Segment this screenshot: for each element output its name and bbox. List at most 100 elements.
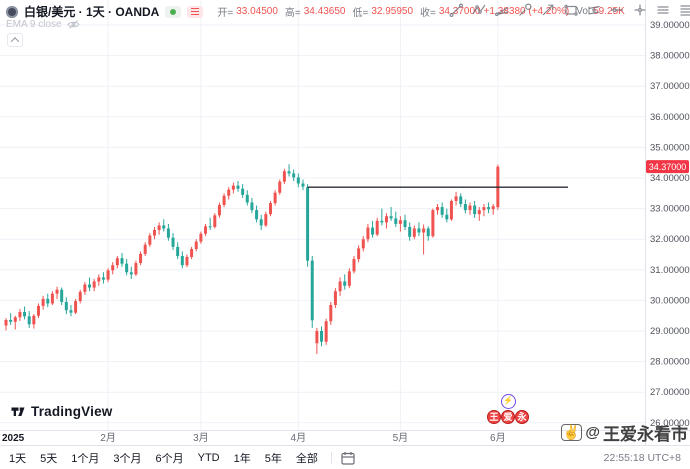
parallel-channel-icon[interactable]	[586, 2, 602, 18]
candle-body	[185, 256, 189, 266]
candle-body	[264, 214, 268, 226]
time-tick-label: 6月	[490, 432, 506, 444]
candle-body	[445, 214, 449, 220]
rectangle-icon[interactable]	[563, 2, 579, 18]
low-value: 32.95950	[371, 6, 414, 17]
price-tick-label: 29.00000	[650, 326, 690, 337]
candle-body	[338, 281, 342, 292]
stacked-lines-2-icon[interactable]	[678, 2, 690, 18]
candlestick-chart[interactable]: 39.00000 38.00000 37.00000 36.00000 35.00000…	[0, 0, 690, 445]
realtime-status-icon[interactable]	[165, 5, 182, 18]
indicator-row: EMA 9 close	[6, 19, 80, 30]
price-tick-label: 38.00000	[650, 51, 690, 62]
candle-body	[384, 216, 388, 223]
range-6m-button[interactable]: 6个月	[155, 452, 184, 465]
candle-body	[97, 277, 101, 282]
candle-body	[88, 284, 92, 288]
candle-body	[306, 187, 310, 261]
calendar-icon[interactable]	[340, 450, 356, 466]
range-1y-button[interactable]: 1年	[233, 452, 251, 465]
candle-body	[296, 177, 300, 184]
candle-body	[389, 216, 393, 219]
time-tick-label: 5月	[393, 432, 409, 444]
drawing-toolbar	[448, 2, 690, 18]
volume-label: Vol	[576, 6, 591, 17]
tradingview-mark-icon	[11, 407, 25, 416]
candle-body	[171, 237, 175, 247]
candle-body	[46, 298, 50, 304]
arrow-icon[interactable]	[540, 2, 556, 18]
candle-body	[106, 270, 110, 280]
candle-body	[380, 220, 384, 223]
candle-body	[115, 258, 119, 266]
range-ytd-button[interactable]: YTD	[197, 451, 220, 464]
candle-body	[343, 281, 347, 286]
badge-char: 王	[487, 410, 501, 424]
candle-body	[129, 272, 133, 275]
candle-body	[454, 196, 458, 201]
candle-body	[208, 226, 212, 228]
candle-body	[273, 192, 277, 204]
candle-body	[301, 183, 305, 187]
candle-body	[361, 239, 365, 249]
candle-body	[487, 207, 491, 210]
chevron-up-icon	[10, 37, 20, 46]
symbol-header: 白银/美元 · 1天 · OANDA 开= 33.04500 高= 34.43650…	[6, 3, 625, 20]
open-label: 开=	[217, 8, 234, 19]
horizontal-line-icon[interactable]	[609, 2, 625, 18]
range-1d-button[interactable]: 1天	[9, 452, 27, 465]
candle-body	[143, 244, 147, 254]
candle-body	[398, 220, 402, 224]
candle-body	[55, 289, 59, 294]
candle-body	[259, 219, 263, 226]
price-tick-label: 32.00000	[650, 234, 690, 245]
candle-body	[366, 227, 370, 240]
range-3m-button[interactable]: 3个月	[113, 452, 142, 465]
candle-body	[375, 220, 379, 235]
hot-list-icon[interactable]	[187, 5, 204, 18]
candle-body	[199, 233, 203, 242]
ohlc-readout: 开= 33.04500 高= 34.43650 低= 32.95950 收= 34.37…	[213, 4, 624, 19]
range-5y-button[interactable]: 5年	[264, 452, 282, 465]
tradingview-logo[interactable]: TradingView	[10, 403, 112, 419]
candle-body	[449, 200, 453, 220]
candle-body	[134, 263, 138, 275]
candle-body	[13, 317, 17, 322]
indicator-name[interactable]: EMA 9 close	[6, 19, 62, 30]
candle-body	[194, 241, 198, 249]
divider	[330, 451, 332, 464]
stacked-lines-icon[interactable]	[655, 2, 671, 18]
candle-body	[32, 315, 36, 325]
range-5d-button[interactable]: 5天	[40, 452, 58, 465]
candle-body	[440, 207, 444, 215]
badge-char: 永	[515, 410, 529, 424]
price-tick-label: 28.00000	[650, 357, 690, 368]
candle-body	[162, 225, 166, 229]
collapse-panel-button[interactable]	[7, 33, 23, 47]
price-tick-label: 30.00000	[650, 295, 690, 306]
candle-body	[176, 246, 180, 257]
fan-lines-icon[interactable]	[494, 2, 510, 18]
tradingview-logo-text: TradingView	[31, 403, 113, 419]
symbol-title[interactable]: 白银/美元 · 1天 · OANDA	[24, 5, 160, 19]
range-1m-button[interactable]: 1个月	[71, 452, 100, 465]
candle-body	[426, 228, 430, 237]
candle-body	[217, 204, 221, 216]
visibility-toggle-icon[interactable]	[66, 19, 80, 30]
candle-body	[64, 301, 68, 311]
candle-body	[166, 228, 170, 238]
candle-body	[278, 181, 282, 193]
range-all-button[interactable]: 全部	[295, 452, 318, 465]
candle-body	[408, 226, 412, 237]
line-circle-icon[interactable]	[517, 2, 533, 18]
candle-body	[148, 235, 152, 245]
polyline-icon[interactable]	[471, 2, 487, 18]
high-value: 34.43650	[303, 6, 346, 17]
cross-line-icon[interactable]	[632, 2, 648, 18]
price-tick-label: 34.00000	[650, 173, 690, 184]
candle-body	[9, 319, 13, 322]
trend-line-icon[interactable]	[448, 2, 464, 18]
candle-body	[310, 260, 314, 321]
price-tick-label: 26.00000	[650, 418, 690, 429]
